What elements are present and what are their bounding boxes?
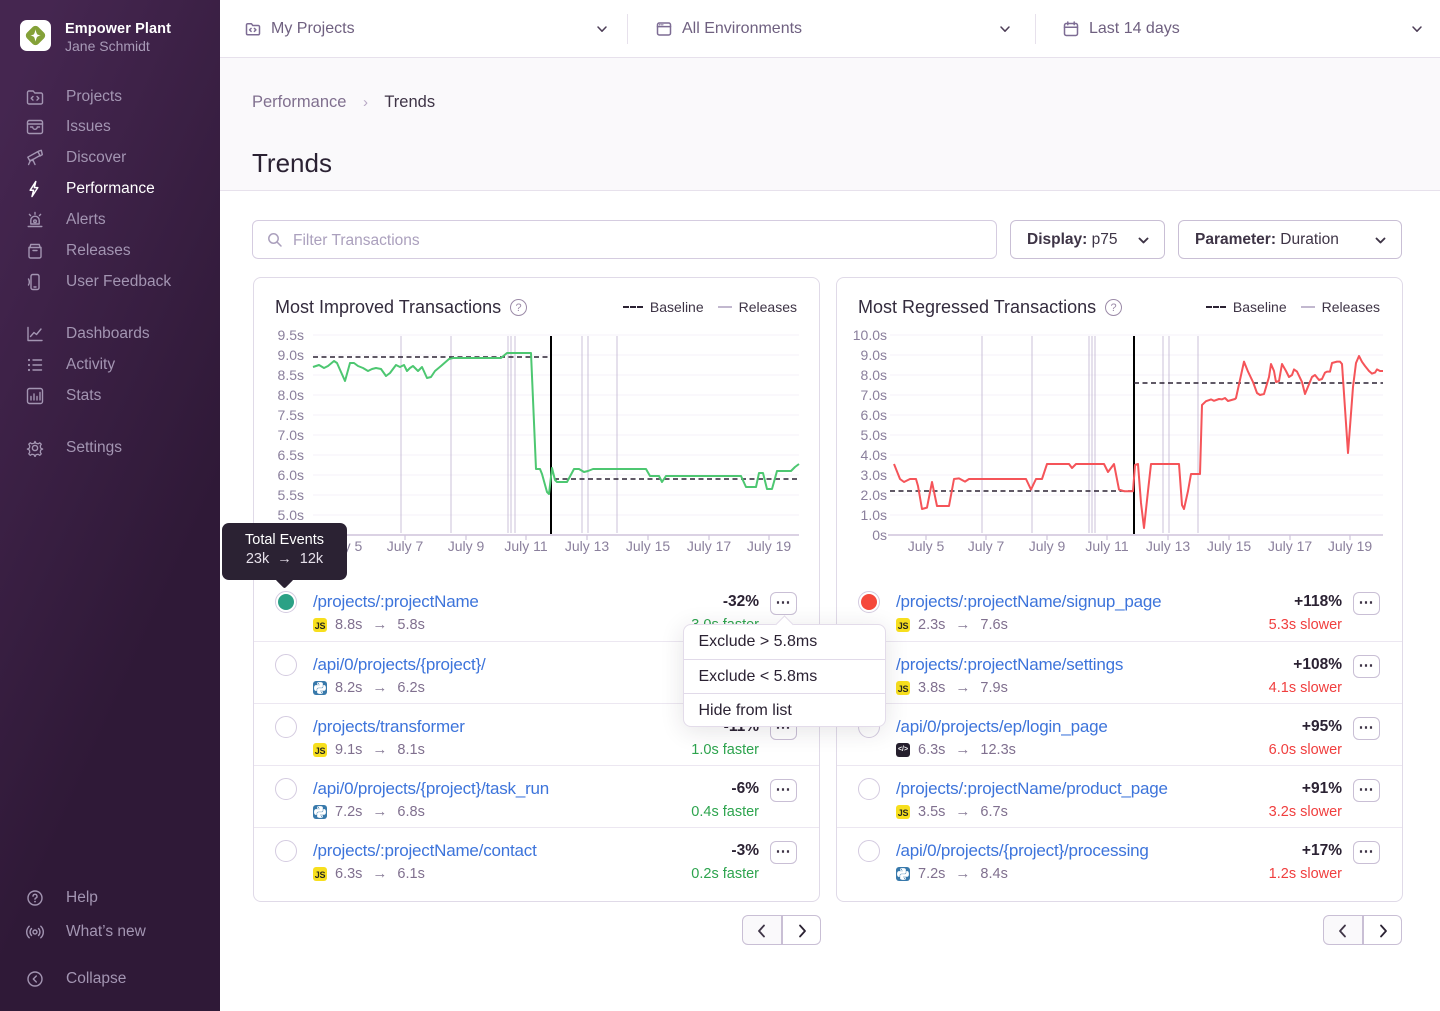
svg-text:July 7: July 7: [387, 538, 424, 554]
svg-text:6.5s: 6.5s: [278, 447, 304, 463]
svg-text:July 7: July 7: [968, 538, 1005, 554]
svg-text:July 11: July 11: [1085, 538, 1129, 554]
svg-text:3.0s: 3.0s: [861, 467, 887, 483]
svg-text:July 11: July 11: [504, 538, 548, 554]
svg-text:6.0s: 6.0s: [278, 467, 304, 483]
svg-text:5.0s: 5.0s: [278, 507, 304, 523]
svg-text:1.0s: 1.0s: [861, 507, 887, 523]
svg-text:7.0s: 7.0s: [861, 387, 887, 403]
svg-text:July 19: July 19: [1328, 538, 1373, 554]
svg-text:9.5s: 9.5s: [278, 327, 304, 343]
svg-text:July 17: July 17: [687, 538, 732, 554]
svg-text:8.0s: 8.0s: [278, 387, 304, 403]
svg-text:July 15: July 15: [626, 538, 671, 554]
svg-text:5.0s: 5.0s: [861, 427, 887, 443]
svg-text:0s: 0s: [872, 527, 887, 543]
svg-text:9.0s: 9.0s: [861, 347, 887, 363]
svg-text:July 17: July 17: [1268, 538, 1313, 554]
svg-text:July 13: July 13: [1146, 538, 1191, 554]
svg-text:9.0s: 9.0s: [278, 347, 304, 363]
svg-text:July 9: July 9: [448, 538, 485, 554]
svg-text:4.0s: 4.0s: [861, 447, 887, 463]
svg-text:10.0s: 10.0s: [853, 327, 887, 343]
svg-text:July 9: July 9: [1029, 538, 1066, 554]
svg-text:7.0s: 7.0s: [278, 427, 304, 443]
svg-text:2.0s: 2.0s: [861, 487, 887, 503]
svg-text:5.5s: 5.5s: [278, 487, 304, 503]
svg-text:July 13: July 13: [565, 538, 610, 554]
svg-text:6.0s: 6.0s: [861, 407, 887, 423]
svg-text:7.5s: 7.5s: [278, 407, 304, 423]
svg-text:July 19: July 19: [747, 538, 792, 554]
svg-text:8.0s: 8.0s: [861, 367, 887, 383]
svg-text:July 5: July 5: [908, 538, 945, 554]
svg-text:8.5s: 8.5s: [278, 367, 304, 383]
svg-text:July 15: July 15: [1207, 538, 1252, 554]
